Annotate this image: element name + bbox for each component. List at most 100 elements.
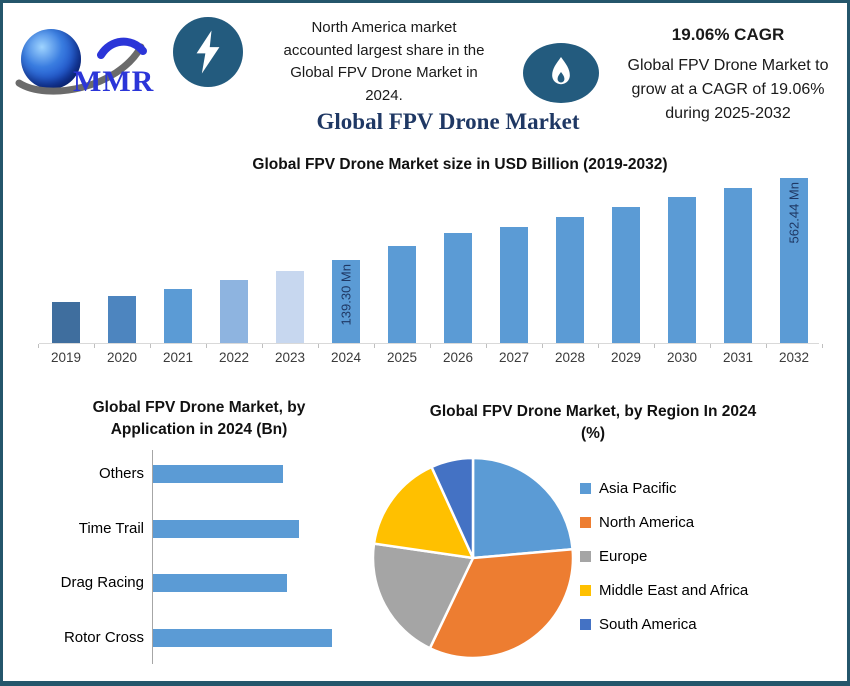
bar-2027 [500, 227, 528, 343]
bar-2029 [612, 207, 640, 343]
x-axis-label-2020: 2020 [106, 350, 138, 365]
x-axis-label-2029: 2029 [610, 350, 642, 365]
x-axis-label-2023: 2023 [274, 350, 306, 365]
flame-icon [552, 57, 570, 85]
axis-tick [94, 344, 95, 348]
legend-item-middle-east-and-africa: Middle East and Africa [580, 579, 840, 601]
legend-label: North America [599, 513, 695, 531]
region-pie [367, 452, 579, 664]
region-chart-title: Global FPV Drone Market, by Region In 20… [429, 403, 757, 443]
headline-line: accounted largest share in the [283, 41, 485, 59]
axis-tick [822, 344, 823, 348]
headline-text: North America market accounted largest s… [251, 17, 517, 107]
axis-tick [430, 344, 431, 348]
market-size-chart-title: Global FPV Drone Market size in USD Bill… [252, 156, 668, 173]
x-axis-label-2024: 2024 [330, 350, 362, 365]
axis-tick [262, 344, 263, 348]
application-bar [153, 629, 332, 647]
globe-icon [21, 29, 81, 89]
pie-slice-asia-pacific [471, 456, 574, 560]
x-axis-label-2022: 2022 [218, 350, 250, 365]
cagr-line: grow at a CAGR of 19.06% [631, 81, 825, 98]
axis-tick [654, 344, 655, 348]
legend-item-europe: Europe [580, 545, 840, 567]
x-axis-label-2021: 2021 [162, 350, 194, 365]
lightning-badge [173, 17, 243, 87]
pie-slice-middle-east-and-africa [372, 465, 475, 560]
bar-2028 [556, 217, 584, 343]
region-legend: Asia Pacific North America Europe Middle Ea… [580, 477, 840, 647]
x-axis-label-2026: 2026 [442, 350, 474, 365]
axis-tick [374, 344, 375, 348]
legend-swatch [580, 550, 591, 562]
legend-label: South America [599, 615, 697, 633]
legend-item-south-america: South America [580, 613, 840, 635]
bar-2024: 139.30 Mn [332, 260, 360, 343]
market-size-xlabels: 2019 2020 2021 2022 2023 2024 2025 2026 2027 2028… [39, 350, 819, 370]
cagr-line: during 2025-2032 [665, 105, 791, 122]
axis-tick [542, 344, 543, 348]
application-row-others: Others [31, 465, 283, 483]
x-axis-label-2032: 2032 [778, 350, 810, 365]
application-chart-title: Global FPV Drone Market, by Application … [92, 399, 306, 439]
lightning-icon [196, 30, 220, 74]
bar-2026 [444, 233, 472, 343]
bar-2021 [164, 289, 192, 343]
application-plot: Others Time Trail Drag Racing Rotor Cross [31, 450, 366, 666]
x-axis-label-2031: 2031 [722, 350, 754, 365]
x-axis-label-2025: 2025 [386, 350, 418, 365]
cagr-text: Global FPV Drone Market to grow at a CAG… [609, 54, 847, 126]
bar-2019 [52, 302, 80, 343]
application-bar [153, 574, 287, 592]
legend-swatch [580, 584, 591, 596]
flame-badge [523, 43, 599, 103]
application-axis-line [152, 450, 153, 664]
legend-swatch [580, 516, 591, 528]
application-label: Others [98, 465, 144, 482]
headline-line: 2024. [365, 86, 403, 104]
page-title: Global FPV Drone Market [316, 109, 580, 134]
axis-tick [598, 344, 599, 348]
bar-2022 [220, 280, 248, 343]
axis-tick [710, 344, 711, 348]
bar-data-label-2024: 139.30 Mn [338, 264, 354, 326]
application-row-rotor-cross: Rotor Cross [31, 629, 332, 647]
application-row-drag-racing: Drag Racing [31, 574, 287, 592]
axis-tick [206, 344, 207, 348]
legend-label: Middle East and Africa [599, 581, 749, 599]
legend-label: Europe [599, 547, 648, 565]
bar-data-label-2032: 562.44 Mn [786, 182, 802, 244]
application-label: Drag Racing [60, 574, 144, 591]
axis-tick [38, 344, 39, 348]
x-axis-label-2019: 2019 [50, 350, 82, 365]
mmr-logo: MMR [13, 21, 168, 116]
bar-2032: 562.44 Mn [780, 178, 808, 343]
x-axis-label-2030: 2030 [666, 350, 698, 365]
cagr-title: 19.06% CAGR [671, 25, 785, 44]
legend-swatch [580, 618, 591, 630]
headline-line: North America market [311, 19, 457, 36]
pie-slice-north-america [428, 547, 575, 660]
application-row-time-trail: Time Trail [31, 520, 299, 538]
bar-2020 [108, 296, 136, 343]
bar-2025 [388, 246, 416, 343]
region-pie-svg [371, 456, 575, 660]
market-size-plot: 139.30 Mn 562.44 Mn [38, 172, 823, 348]
axis-tick [150, 344, 151, 348]
legend-swatch [580, 482, 591, 494]
bar-2023 [276, 271, 304, 343]
axis-tick [766, 344, 767, 348]
application-bar [153, 520, 299, 538]
x-axis-label-2028: 2028 [554, 350, 586, 365]
application-label: Time Trail [78, 520, 144, 537]
axis-tick [318, 344, 319, 348]
application-label: Rotor Cross [63, 629, 144, 646]
cagr-block: 19.06% CAGR Global FPV Drone Market to g… [609, 25, 847, 126]
pie-slice-europe [371, 542, 475, 650]
axis-tick [486, 344, 487, 348]
application-bar [153, 465, 283, 483]
pie-slice-south-america [430, 456, 475, 560]
x-axis-label-2027: 2027 [498, 350, 530, 365]
headline-line: Global FPV Drone Market in [290, 64, 478, 81]
